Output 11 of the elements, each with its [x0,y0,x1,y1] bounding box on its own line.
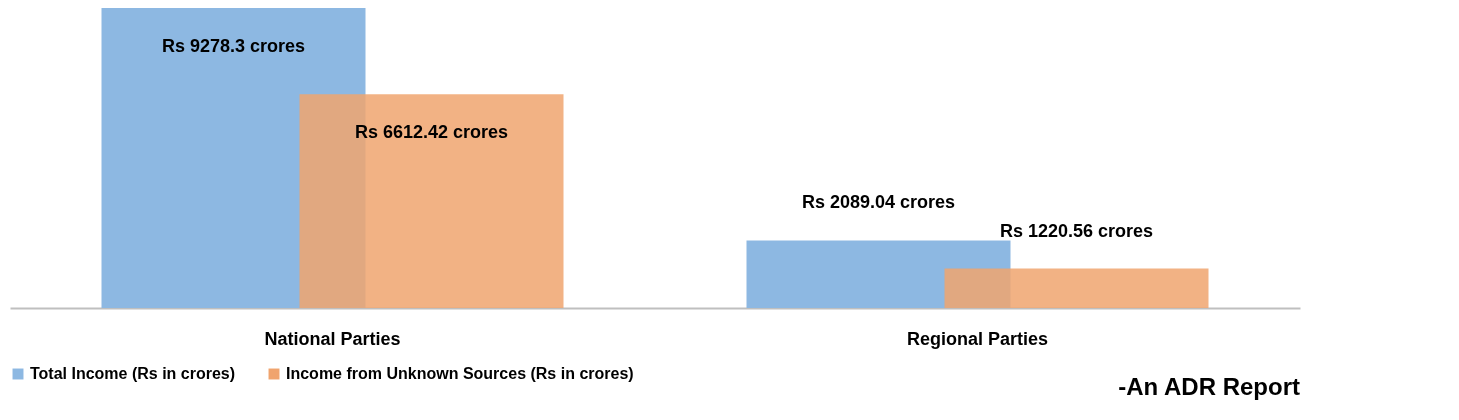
data-label: Rs 9278.3 crores [161,36,306,56]
data-label: Rs 6612.42 crores [354,122,509,143]
data-label: Rs 1220.56 crores [999,220,1154,241]
x-tick-label: National Parties [264,328,401,349]
text: -An ADR Report [1118,373,1300,400]
data-label: Rs 2089.04 crores [801,192,956,213]
legend-label: Total Income (Rs in crores) [30,365,236,382]
legend-label: Income from Unknown Sources (Rs in crores) [286,365,634,382]
bar [299,94,564,308]
bar [944,268,1209,308]
x-tick-label: Regional Parties [906,328,1049,349]
